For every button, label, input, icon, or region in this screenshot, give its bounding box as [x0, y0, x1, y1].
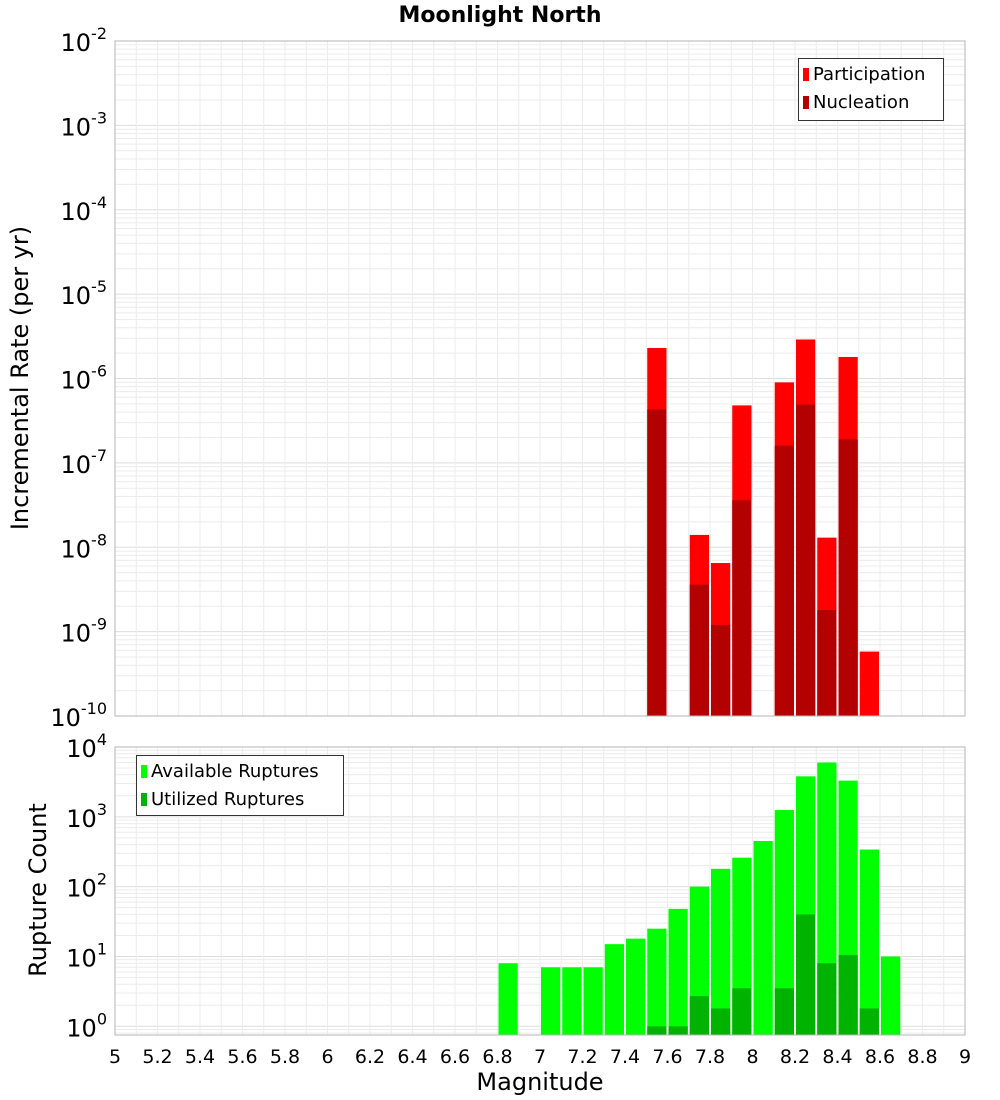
- bar-utilized-ruptures: [711, 1008, 731, 1035]
- bar-available-ruptures: [711, 868, 731, 1035]
- y-tick-label: 101: [66, 939, 107, 972]
- bar-nucleation: [774, 445, 794, 716]
- x-tick-label: 6.4: [397, 1046, 427, 1068]
- legend-item-participation: Participation: [799, 60, 943, 88]
- bar-nucleation: [647, 409, 667, 716]
- bar-utilized-ruptures: [647, 1026, 667, 1035]
- legend-label-nucleation: Nucleation: [813, 91, 910, 113]
- bottom-y-axis-label: Rupture Count: [24, 803, 52, 977]
- legend-label-participation: Participation: [813, 63, 926, 85]
- bar-available-ruptures: [859, 849, 879, 1035]
- bar-nucleation: [732, 500, 752, 716]
- x-axis-label: Magnitude: [476, 1068, 603, 1096]
- y-tick-label: 103: [66, 800, 107, 833]
- x-tick-label: 8: [746, 1046, 758, 1068]
- legend-item-available: Available Ruptures: [137, 757, 343, 785]
- bar-utilized-ruptures: [732, 988, 752, 1035]
- bar-utilized-ruptures: [838, 954, 858, 1035]
- top-y-axis-label: Incremental Rate (per yr): [6, 226, 34, 530]
- y-tick-label: 10-10: [50, 699, 107, 732]
- chart-title: Moonlight North: [398, 3, 601, 28]
- y-tick-label: 10-7: [61, 446, 108, 479]
- panel-rate: 10-10 10-9 10-8 10-7 10-6 10-5 10-4 10-3 10-2: [50, 24, 966, 732]
- x-tick-label: 7.4: [610, 1046, 640, 1068]
- bar-available-ruptures: [541, 967, 561, 1035]
- bar-available-ruptures: [604, 944, 624, 1035]
- x-tick-label: 7: [534, 1046, 546, 1068]
- x-tick-label: 5.6: [227, 1046, 257, 1068]
- x-tick-label: 7.6: [652, 1046, 682, 1068]
- x-tick-label: 5.4: [185, 1046, 215, 1068]
- top-legend: Participation Nucleation: [798, 58, 944, 121]
- bar-available-ruptures: [668, 908, 688, 1035]
- bar-nucleation: [838, 439, 858, 716]
- y-tick-label: 10-4: [61, 193, 108, 226]
- bottom-legend: Available Ruptures Utilized Ruptures: [136, 755, 344, 816]
- x-tick-label: 8.8: [907, 1046, 937, 1068]
- legend-label-utilized: Utilized Ruptures: [151, 788, 305, 810]
- legend-item-utilized: Utilized Ruptures: [137, 785, 343, 813]
- bar-utilized-ruptures: [689, 996, 709, 1035]
- available-swatch: [141, 764, 147, 778]
- x-tick-label: 6: [321, 1046, 333, 1068]
- x-tick-label: 5: [109, 1046, 121, 1068]
- bar-utilized-ruptures: [817, 963, 837, 1035]
- x-tick-label: 6.2: [355, 1046, 385, 1068]
- bar-available-ruptures: [583, 967, 603, 1035]
- bar-participation: [859, 651, 879, 716]
- bar-utilized-ruptures: [796, 914, 816, 1035]
- bar-utilized-ruptures: [668, 1026, 688, 1035]
- plot-frame: [114, 40, 966, 717]
- bar-available-ruptures: [562, 967, 582, 1035]
- x-tick-label: 9: [959, 1046, 971, 1068]
- bar-available-ruptures: [626, 938, 646, 1035]
- x-tick-label: 6.8: [482, 1046, 512, 1068]
- y-tick-label: 10-3: [61, 108, 108, 141]
- nucleation-swatch: [803, 95, 809, 109]
- x-tick-label: 8.4: [822, 1046, 852, 1068]
- bar-available-ruptures: [498, 963, 518, 1035]
- x-tick-label: 7.2: [567, 1046, 597, 1068]
- y-tick-label: 100: [66, 1009, 107, 1042]
- y-tick-label: 102: [66, 870, 107, 903]
- panel-count: 100 101 102 103 104 5 5.2 5.4 5.6 5.8 6 6.2 6.4 6.6 6.…: [66, 730, 971, 1068]
- y-tick-label: 10-5: [61, 277, 108, 310]
- bar-available-ruptures: [774, 810, 794, 1035]
- bar-nucleation: [817, 610, 837, 716]
- bar-utilized-ruptures: [774, 988, 794, 1035]
- y-tick-label: 10-2: [61, 24, 108, 57]
- y-tick-label: 10-6: [61, 362, 108, 395]
- y-tick-label: 10-9: [61, 615, 108, 648]
- y-tick-label: 10-8: [61, 530, 108, 563]
- x-tick-label: 5.8: [270, 1046, 300, 1068]
- y-tick-label: 104: [66, 730, 107, 763]
- x-tick-label: 5.2: [142, 1046, 172, 1068]
- x-tick-label: 6.6: [440, 1046, 470, 1068]
- bar-available-ruptures: [753, 841, 773, 1035]
- bar-available-ruptures: [881, 956, 901, 1035]
- utilized-swatch: [141, 792, 147, 806]
- x-tick-label: 8.2: [780, 1046, 810, 1068]
- x-tick-label: 7.8: [695, 1046, 725, 1068]
- plot-frame: [114, 746, 966, 1036]
- bar-utilized-ruptures: [859, 1008, 879, 1035]
- bar-nucleation: [689, 584, 709, 716]
- bar-available-ruptures: [647, 928, 667, 1035]
- bar-nucleation: [711, 624, 731, 716]
- bar-nucleation: [796, 404, 816, 716]
- legend-item-nucleation: Nucleation: [799, 88, 943, 116]
- participation-swatch: [803, 67, 809, 81]
- x-tick-label: 8.6: [865, 1046, 895, 1068]
- legend-label-available: Available Ruptures: [151, 760, 319, 782]
